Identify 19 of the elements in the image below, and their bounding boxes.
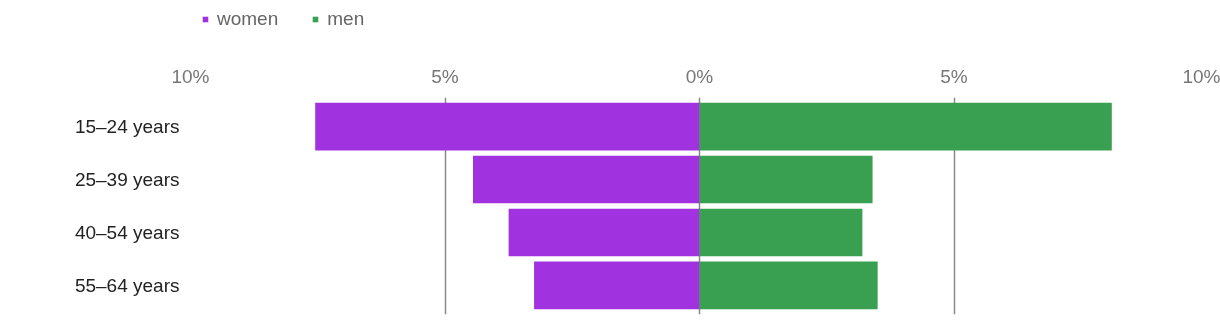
y-tick-label: 25–39 years: [74, 169, 180, 191]
y-tick-label: 40–54 years: [74, 221, 180, 243]
x-tick-label: 0%: [685, 65, 714, 87]
x-tick-label: 10%: [1182, 65, 1220, 87]
x-tick-label: 10%: [171, 65, 210, 87]
bar: [699, 261, 878, 310]
legend-label: men: [327, 8, 365, 30]
bar: [699, 208, 863, 257]
y-tick-label: 15–24 years: [74, 116, 180, 138]
y-tick-label: 55–64 years: [74, 274, 180, 296]
bar: [699, 155, 873, 204]
x-tick-label: 5%: [940, 65, 968, 87]
bar: [534, 261, 700, 310]
bar: [508, 208, 700, 257]
bar: [315, 102, 700, 151]
x-tick-label: 5%: [431, 65, 459, 87]
legend-label: women: [217, 8, 279, 30]
bar: [472, 155, 700, 204]
bar: [699, 102, 1112, 151]
